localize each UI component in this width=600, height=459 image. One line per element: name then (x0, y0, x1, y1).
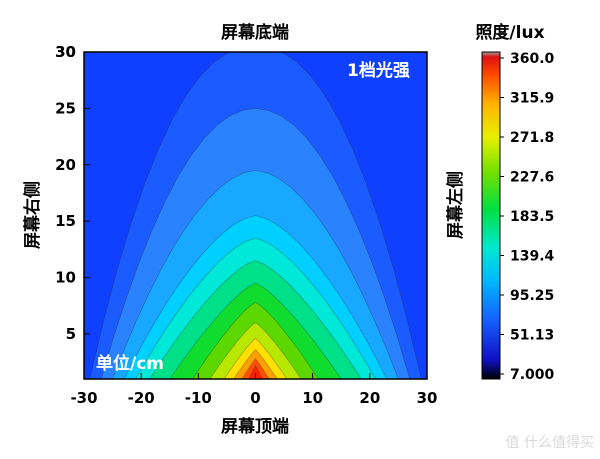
colorbar-ticks: 360.0 315.9 271.8 227.6 183.5 139.4 95.25 51.13… (500, 51, 555, 383)
right-side-label: 屏幕左侧 (445, 171, 466, 239)
colorbar-title: 照度/lux (475, 22, 544, 43)
colorbar-tick-label: 271.8 (510, 130, 554, 146)
colorbar-tick-label: 360.0 (510, 51, 555, 67)
colorbar-tick-label: 139.4 (510, 249, 555, 265)
contour-layer (89, 52, 422, 379)
y-tick-label: 5 (66, 325, 76, 343)
unit-annotation: 单位/cm (96, 353, 164, 374)
x-tick-label: 10 (302, 389, 323, 407)
y-tick-label: 30 (55, 43, 76, 61)
y-tick-label: 25 (55, 99, 76, 117)
x-axis-ticks: -30 -20 -10 0 10 20 30 (70, 373, 437, 407)
watermark: 值 什么值得买 (506, 434, 594, 451)
colorbar-tick-label: 95.25 (510, 288, 554, 304)
y-tick-label: 30 (55, 43, 76, 61)
x-tick-label: 30 (417, 389, 438, 407)
colorbar (481, 51, 501, 380)
y-tick-label: 20 (55, 156, 76, 174)
x-tick-label: -10 (185, 389, 212, 407)
y-tick-label: 10 (55, 269, 76, 287)
x-tick-label: 0 (250, 389, 260, 407)
top-title: 屏幕底端 (221, 22, 289, 43)
bottom-title: 屏幕顶端 (221, 416, 289, 437)
y-tick-label: 15 (55, 212, 76, 230)
left-side-label: 屏幕右侧 (22, 181, 43, 249)
contour-band (248, 364, 263, 379)
colorbar-tick-label: 315.9 (510, 91, 554, 107)
colorbar-tick-label: 227.6 (510, 170, 554, 186)
colorbar-tick-label: 51.13 (510, 328, 554, 344)
colorbar-tick-label: 183.5 (510, 209, 554, 225)
x-tick-label: -20 (128, 389, 155, 407)
x-tick-label: 20 (359, 389, 380, 407)
x-tick-label: -30 (70, 389, 97, 407)
colorbar-tick-label: 7.000 (510, 367, 555, 383)
intensity-annotation: 1档光强 (347, 60, 410, 81)
